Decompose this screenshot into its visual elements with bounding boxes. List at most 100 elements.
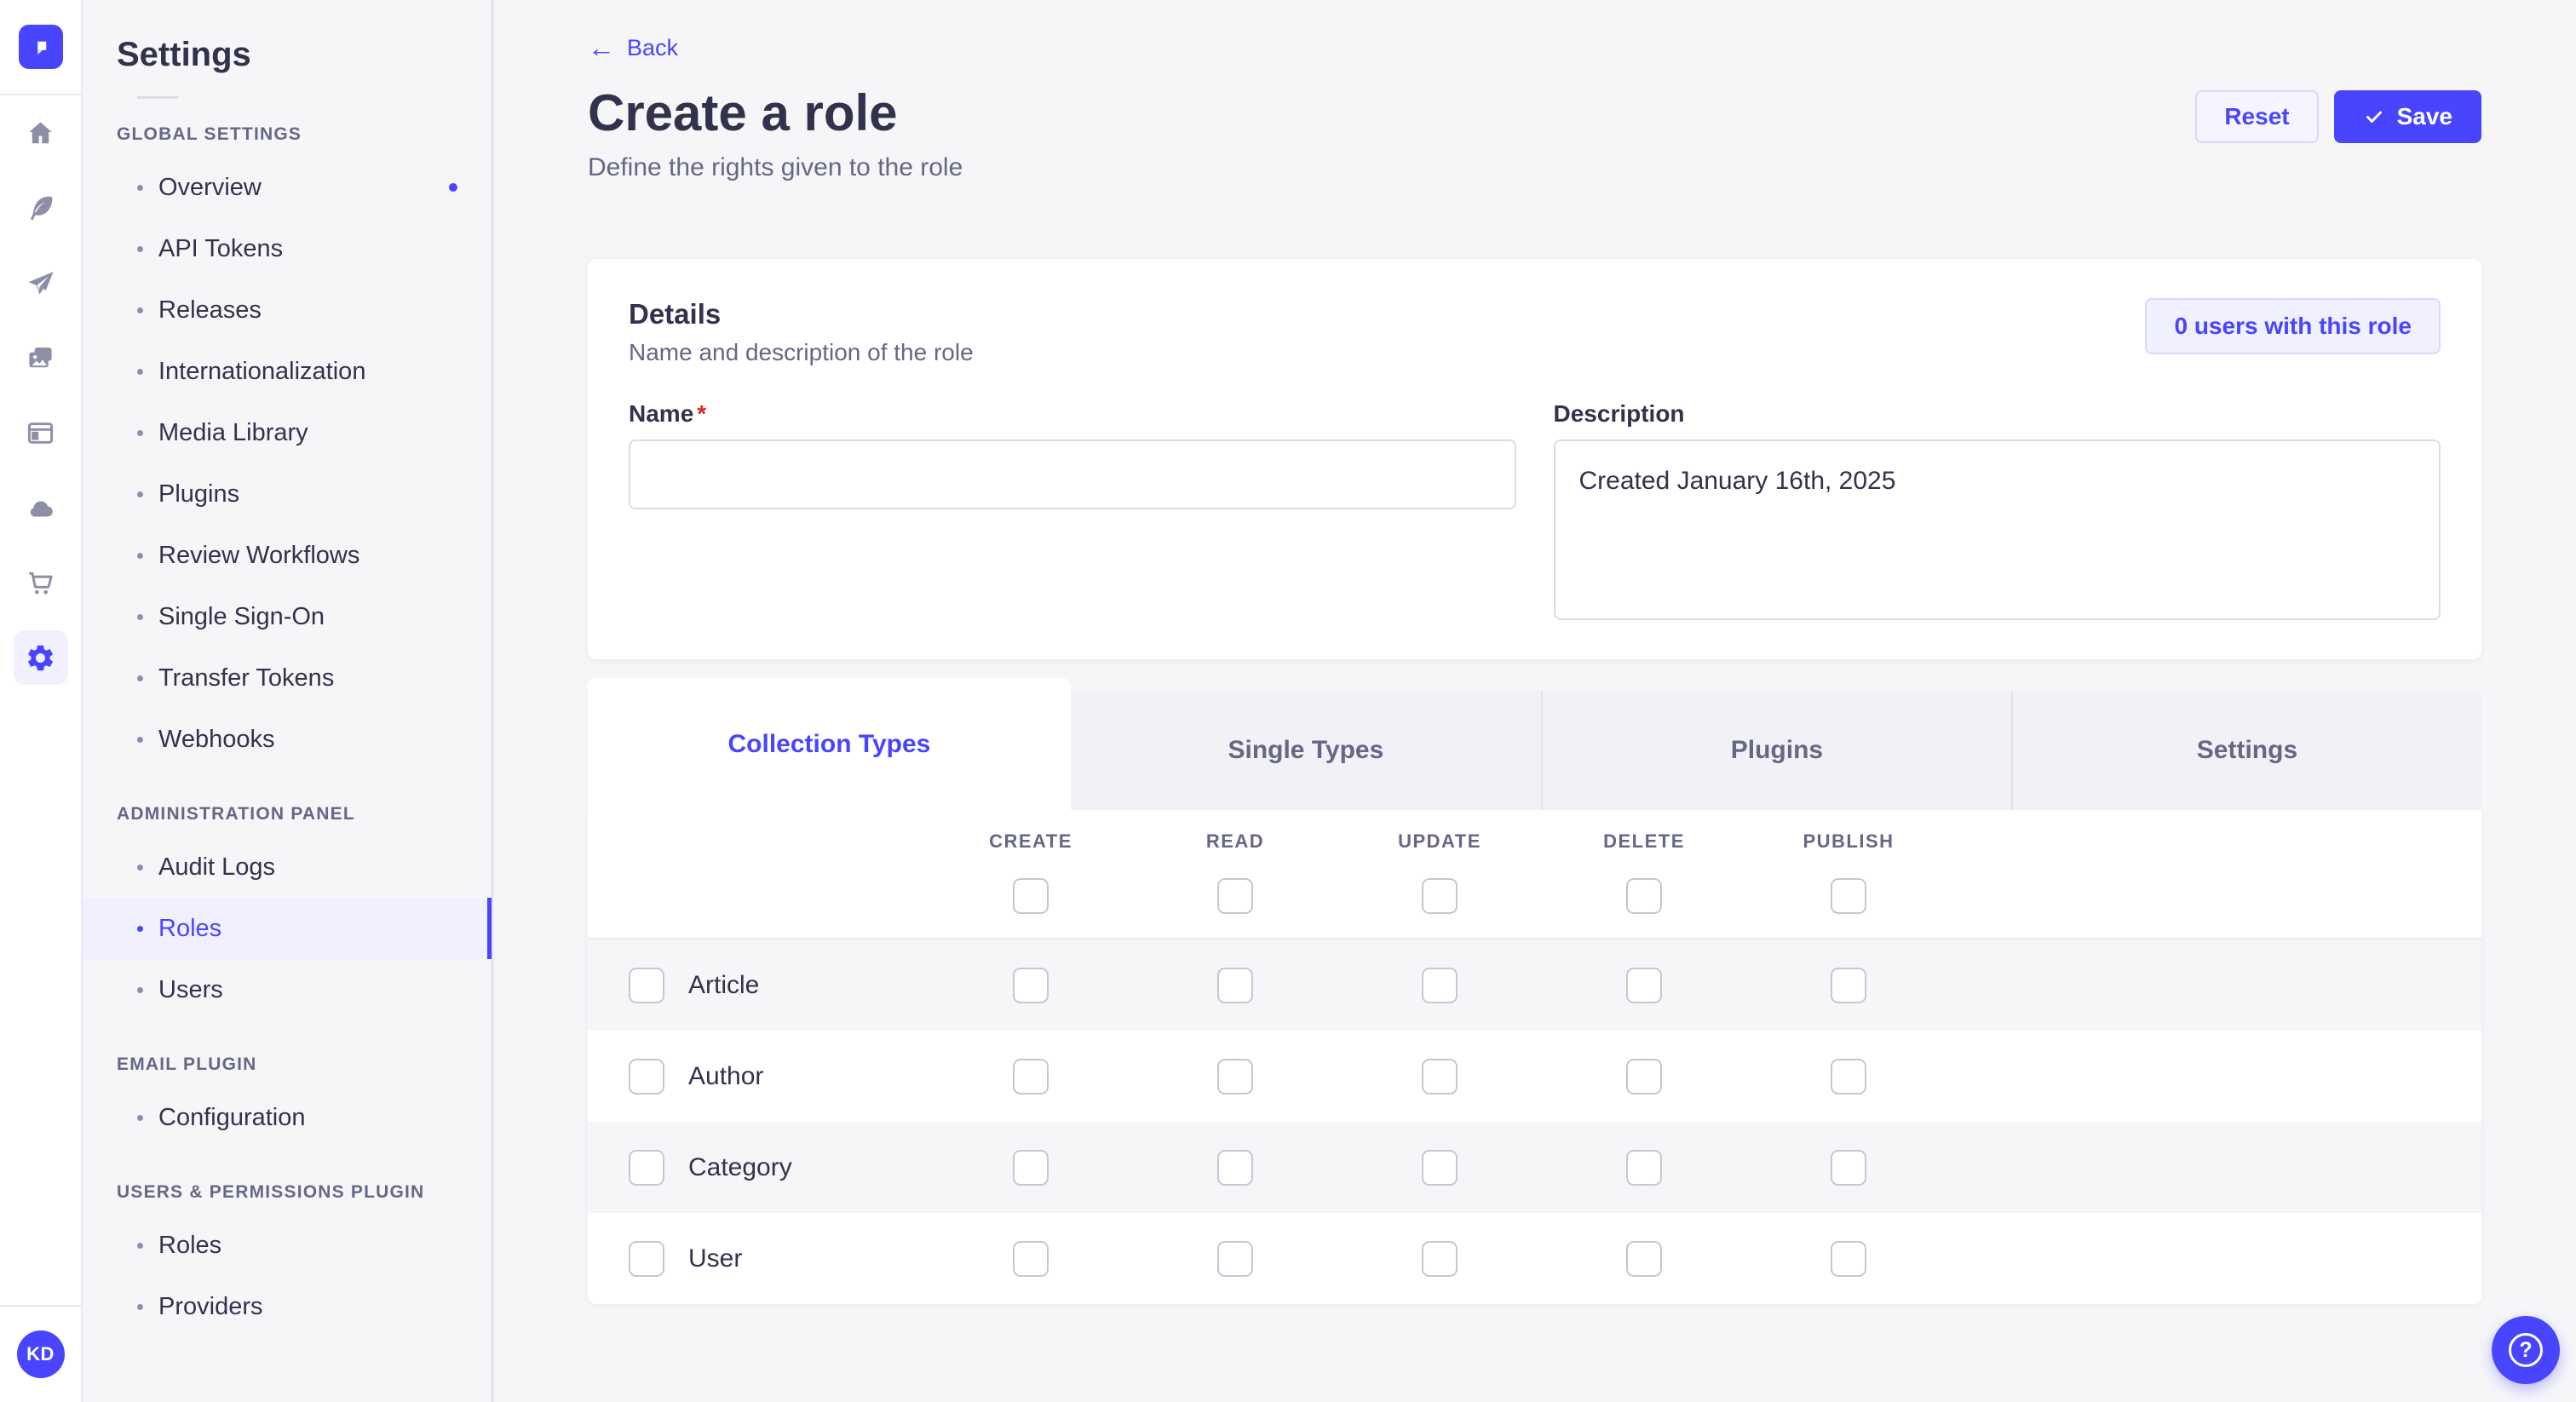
page-subtitle: Define the rights given to the role <box>588 153 963 181</box>
reset-button[interactable]: Reset <box>2195 90 2319 143</box>
tab-plugins[interactable]: Plugins <box>1540 691 2011 810</box>
select-all-update-checkbox[interactable] <box>1422 878 1458 914</box>
table-row-category: Category <box>588 1122 2481 1213</box>
checkbox-author-delete[interactable] <box>1626 1058 1662 1095</box>
sidebar-item-label: Overview <box>158 173 262 201</box>
checkbox-author-create[interactable] <box>1013 1058 1049 1095</box>
icon-rail: KD <box>0 0 83 1402</box>
active-indicator-bar <box>487 898 492 959</box>
avatar[interactable]: KD <box>16 1330 65 1378</box>
sidebar-item-label: Roles <box>158 914 222 942</box>
sidebar-item-providers[interactable]: Providers <box>83 1276 492 1337</box>
checkbox-category-delete[interactable] <box>1626 1149 1662 1186</box>
check-icon <box>2366 111 2382 123</box>
sidebar-item-media-library[interactable]: Media Library <box>83 402 492 463</box>
save-button[interactable]: Save <box>2333 90 2481 143</box>
rail-item-marketplace[interactable] <box>22 564 60 601</box>
rail-item-settings[interactable] <box>13 630 68 685</box>
select-all-create-checkbox[interactable] <box>1013 878 1049 914</box>
sidebar-item-label: Users <box>158 975 223 1003</box>
page-title: Create a role <box>588 84 898 141</box>
rail-item-cloud[interactable] <box>22 489 60 526</box>
tab-collection-types[interactable]: Collection Types <box>588 678 1071 810</box>
checkbox-user-update[interactable] <box>1422 1240 1458 1277</box>
rail-item-content-builder[interactable] <box>22 189 60 227</box>
sidebar-item-label: Webhooks <box>158 725 275 753</box>
checkbox-author-read[interactable] <box>1217 1058 1253 1095</box>
checkbox-article-delete[interactable] <box>1626 967 1662 1003</box>
bullet-icon <box>137 1242 143 1249</box>
tab-single-types[interactable]: Single Types <box>1228 736 1384 764</box>
rail-item-deploy[interactable] <box>22 264 60 302</box>
details-card: Details Name and description of the role… <box>588 259 2481 659</box>
sidebar-item-label: Configuration <box>158 1103 306 1131</box>
checkbox-category-publish[interactable] <box>1831 1149 1866 1186</box>
back-link[interactable]: ← Back <box>588 34 678 61</box>
sidebar-item-label: Plugins <box>158 480 240 508</box>
rail-item-home[interactable] <box>22 114 60 152</box>
page-header: Create a role Reset Save <box>588 85 2481 143</box>
row-checkbox-article[interactable] <box>629 967 664 1003</box>
checkbox-author-update[interactable] <box>1422 1058 1458 1095</box>
select-all-publish-checkbox[interactable] <box>1831 878 1866 914</box>
description-label: Description <box>1553 400 1685 427</box>
sidebar-item-releases[interactable]: Releases <box>83 279 492 341</box>
sidebar-item-audit-logs[interactable]: Audit Logs <box>83 836 492 898</box>
sidebar-item-review-workflows[interactable]: Review Workflows <box>83 525 492 586</box>
checkbox-user-delete[interactable] <box>1626 1240 1662 1277</box>
sidebar-item-single-sign-on[interactable]: Single Sign-On <box>83 586 492 647</box>
checkbox-author-publish[interactable] <box>1831 1058 1866 1095</box>
cart-icon <box>29 572 53 594</box>
row-checkbox-category[interactable] <box>629 1149 664 1186</box>
rail-item-content-manager[interactable] <box>22 414 60 451</box>
strapi-logo-icon <box>37 41 46 55</box>
bullet-icon <box>137 864 143 871</box>
select-all-delete-checkbox[interactable] <box>1626 878 1662 914</box>
users-with-role-button[interactable]: 0 users with this role <box>2145 298 2441 354</box>
sidebar-item-transfer-tokens[interactable]: Transfer Tokens <box>83 647 492 709</box>
checkbox-category-read[interactable] <box>1217 1149 1253 1186</box>
row-checkbox-user[interactable] <box>629 1240 664 1277</box>
bullet-icon <box>137 925 143 932</box>
checkbox-article-create[interactable] <box>1013 967 1049 1003</box>
sidebar-item-label: API Tokens <box>158 234 284 262</box>
sidebar-item-api-tokens[interactable]: API Tokens <box>83 218 492 279</box>
help-icon: ? <box>2509 1333 2543 1367</box>
rail-item-media[interactable] <box>22 339 60 376</box>
checkbox-article-read[interactable] <box>1217 967 1253 1003</box>
checkbox-article-publish[interactable] <box>1831 967 1866 1003</box>
checkbox-article-update[interactable] <box>1422 967 1458 1003</box>
checkbox-user-read[interactable] <box>1217 1240 1253 1277</box>
sidebar-item-users[interactable]: Users <box>83 959 492 1020</box>
sidebar-item-internationalization[interactable]: Internationalization <box>83 341 492 402</box>
checkbox-user-create[interactable] <box>1013 1240 1049 1277</box>
details-subtitle: Name and description of the role <box>629 339 974 365</box>
sidebar-item-webhooks[interactable]: Webhooks <box>83 709 492 770</box>
sidebar-item-roles-up[interactable]: Roles <box>83 1215 492 1276</box>
details-title: Details <box>629 298 722 330</box>
help-button[interactable]: ? <box>2492 1316 2560 1384</box>
sidebar-item-roles-admin[interactable]: Roles <box>83 898 492 959</box>
sidebar-section-administration-panel: ADMINISTRATION PANEL <box>117 804 355 824</box>
row-label: Article <box>688 970 760 999</box>
column-header-read: READ <box>1205 830 1265 852</box>
sidebar-item-plugins[interactable]: Plugins <box>83 463 492 525</box>
sidebar-item-overview[interactable]: Overview <box>83 157 492 218</box>
sidebar-item-configuration[interactable]: Configuration <box>83 1087 492 1148</box>
name-label: Name * <box>629 400 707 427</box>
table-row-article: Article <box>588 939 2481 1031</box>
checkbox-category-create[interactable] <box>1013 1149 1049 1186</box>
checkbox-user-publish[interactable] <box>1831 1240 1866 1277</box>
permissions-table-header: CREATE READ UPDATE DELETE PUBLISH <box>588 810 2481 939</box>
description-input[interactable]: Created January 16th, 2025 <box>1553 440 2441 620</box>
strapi-logo[interactable] <box>18 25 63 69</box>
tabs-strip: Single Types Plugins Settings <box>1070 691 2481 810</box>
logo-container <box>0 0 81 95</box>
tab-settings[interactable]: Settings <box>2010 691 2481 810</box>
column-header-delete: DELETE <box>1603 830 1685 852</box>
row-checkbox-author[interactable] <box>629 1058 664 1095</box>
checkbox-category-update[interactable] <box>1422 1149 1458 1186</box>
name-input[interactable] <box>629 440 1516 509</box>
description-field-group: Description Created January 16th, 2025 <box>1553 400 2441 620</box>
select-all-read-checkbox[interactable] <box>1217 878 1253 914</box>
